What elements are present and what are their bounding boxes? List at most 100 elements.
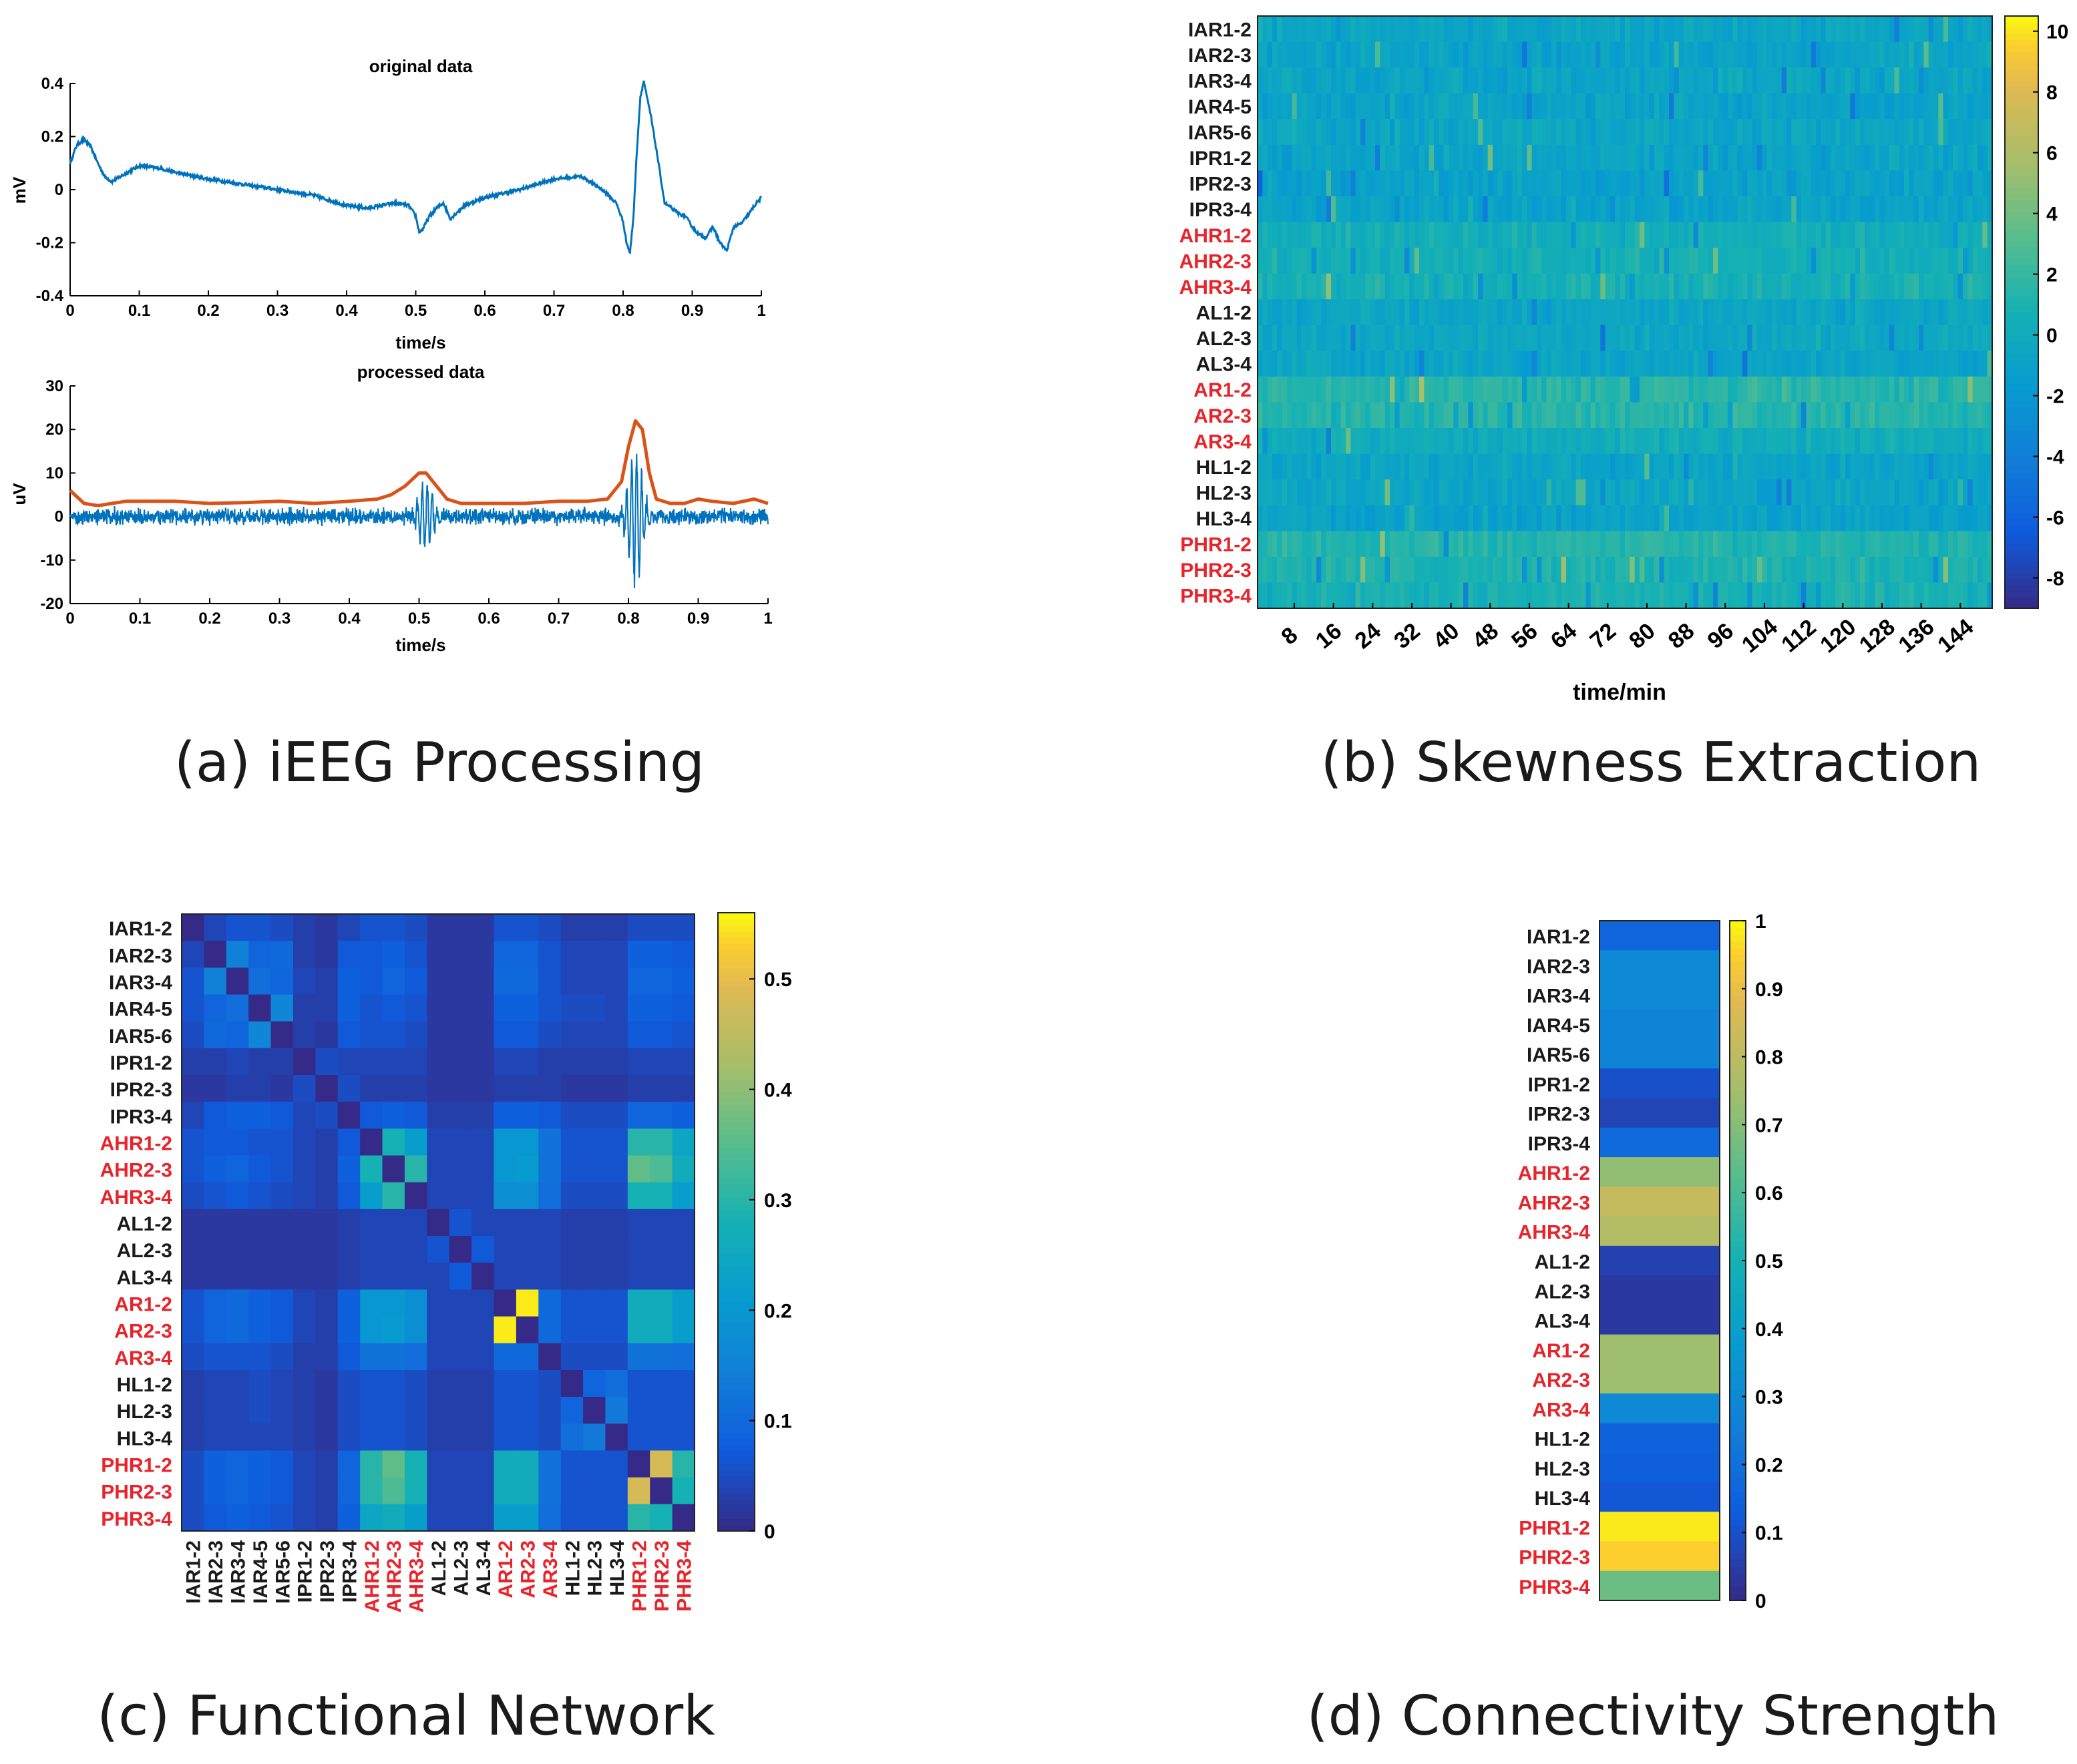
heatmap-cell: [1816, 556, 1821, 584]
heatmap-cell: [1449, 453, 1454, 480]
colorbar-segment: [1730, 1002, 1746, 1010]
matrix-cell: [627, 1504, 650, 1532]
heatmap-cell: [1365, 324, 1371, 351]
heatmap-cell: [1610, 324, 1616, 351]
heatmap-cell: [1394, 376, 1400, 403]
heatmap-cell: [1292, 273, 1298, 300]
heatmap-cell: [1620, 144, 1626, 171]
heatmap-cell: [1919, 248, 1924, 274]
matrix-cell: [538, 1263, 562, 1291]
matrix-cell: [538, 967, 562, 996]
heatmap-cell: [1380, 351, 1386, 377]
row-label: AR1-2: [1193, 379, 1252, 401]
heatmap-cell: [1634, 41, 1640, 68]
heatmap-cell: [1957, 479, 1963, 506]
colorbar-segment: [1730, 1464, 1746, 1472]
heatmap-cell: [1943, 351, 1949, 377]
heatmap-cell: [1649, 556, 1655, 584]
matrix-cell: [293, 1128, 316, 1156]
heatmap-cell: [1380, 273, 1386, 300]
heatmap-cell: [1821, 196, 1827, 223]
heatmap-cell: [1483, 248, 1489, 274]
colorbar-tick-label: 0.5: [1755, 1251, 1783, 1273]
heatmap-cell: [1282, 93, 1288, 120]
heatmap-cell: [1875, 67, 1880, 94]
heatmap-cell: [1831, 324, 1836, 351]
heatmap-cell: [1654, 428, 1660, 455]
heatmap-cell: [1909, 196, 1915, 223]
heatmap-cell: [1801, 299, 1807, 326]
colorbar-segment: [2005, 229, 2038, 236]
heatmap-cell: [1487, 428, 1493, 455]
heatmap-cell: [1747, 505, 1753, 531]
heatmap-cell: [1258, 170, 1263, 197]
heatmap-cell: [1933, 248, 1939, 274]
colorbar-tick-label: 0.2: [764, 1300, 792, 1322]
heatmap-cell: [1752, 376, 1758, 403]
matrix-cell: [337, 1423, 361, 1452]
heatmap-cell: [1370, 170, 1376, 197]
matrix-cell: [293, 1102, 316, 1129]
heatmap-cell: [1732, 16, 1738, 43]
heatmap-cell: [1796, 16, 1802, 43]
heatmap-cell: [1987, 531, 1993, 558]
heatmap-cell: [1453, 453, 1459, 480]
heatmap-cell: [1865, 93, 1871, 120]
heatmap-cell: [1306, 324, 1312, 351]
heatmap-cell: [1527, 119, 1533, 146]
heatmap-cell: [1419, 505, 1425, 531]
heatmap-cell: [1786, 144, 1792, 171]
heatmap-cell: [1776, 67, 1782, 94]
matrix-cell: [337, 1075, 361, 1102]
heatmap-cell: [1825, 505, 1831, 531]
matrix-cell: [583, 1397, 606, 1424]
row-label: HL1-2: [117, 1374, 172, 1396]
matrix-cell: [583, 1504, 606, 1532]
column-label: PHR1-2: [629, 1540, 651, 1612]
heatmap-cell: [1732, 556, 1738, 584]
heatmap-cell: [1316, 67, 1322, 94]
matrix-cell: [226, 1075, 249, 1102]
heatmap-cell: [1384, 351, 1390, 377]
heatmap-cell: [1282, 453, 1288, 480]
x-tick-label: 0.9: [681, 302, 703, 320]
series-original-line: [69, 80, 763, 255]
heatmap-cell: [1414, 479, 1420, 506]
heatmap-cell: [1684, 222, 1689, 248]
colorbar-segment: [1730, 1389, 1746, 1397]
heatmap-cell: [1630, 144, 1636, 171]
heatmap-cell: [1468, 351, 1474, 377]
heatmap-cell: [1292, 119, 1298, 146]
matrix-cell: [293, 1289, 316, 1317]
heatmap-cell: [1262, 324, 1268, 351]
matrix-cell: [449, 1155, 472, 1183]
heatmap-cell: [1693, 402, 1699, 429]
heatmap-cell: [1801, 324, 1807, 351]
heatmap-cell: [1796, 299, 1802, 326]
heatmap-cell: [1933, 376, 1939, 403]
row-label: PHR2-3: [101, 1482, 172, 1504]
heatmap-cell: [1865, 273, 1871, 300]
heatmap-cell: [1982, 248, 1988, 274]
heatmap-cell: [1722, 248, 1728, 274]
heatmap-cell: [1693, 119, 1699, 146]
column-label: AHR1-2: [361, 1540, 383, 1612]
heatmap-cell: [1923, 453, 1929, 480]
heatmap-cell: [1605, 144, 1611, 171]
heatmap-cell: [1394, 67, 1400, 94]
colorbar-segment: [718, 943, 755, 951]
matrix-cell: [605, 1397, 628, 1424]
heatmap-cell: [1835, 248, 1841, 274]
heatmap-cell: [1796, 556, 1802, 584]
heatmap-cell: [1620, 41, 1626, 68]
heatmap-cell: [1879, 479, 1885, 506]
heatmap-cell: [1821, 428, 1827, 455]
heatmap-cell: [1982, 41, 1988, 68]
heatmap-cell: [1522, 402, 1527, 429]
heatmap-cell: [1801, 248, 1807, 274]
heatmap-cell: [1640, 119, 1645, 146]
heatmap-cell: [1311, 16, 1317, 43]
heatmap-cell: [1502, 324, 1508, 351]
heatmap-cell: [1669, 170, 1674, 197]
colorbar-segment: [1730, 1178, 1746, 1186]
